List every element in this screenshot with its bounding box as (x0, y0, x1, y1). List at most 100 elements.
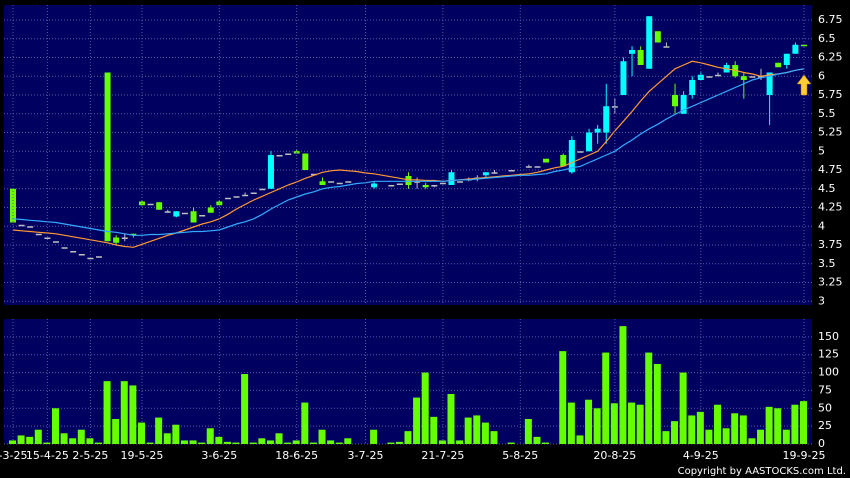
candle-body (646, 16, 653, 69)
candle-body (654, 31, 661, 43)
volume-bar (43, 442, 51, 444)
candle-body (543, 158, 550, 163)
candle-body (113, 237, 120, 243)
candle-body (680, 95, 687, 114)
volume-bar (413, 397, 421, 444)
y-tick-label: 125 (818, 348, 839, 361)
volume-bar (576, 435, 584, 444)
plot-layer: 3 3.25 3.5 3.75 4 4.25 4.5 4.75 5 5.25 5.5 5.75 6 6.2… (0, 5, 843, 462)
volume-bar (438, 440, 446, 444)
volume-bar (671, 421, 679, 444)
volume-bar (387, 442, 395, 444)
candle-body (35, 233, 42, 236)
volume-bar (51, 408, 59, 444)
volume-bar (249, 442, 257, 444)
volume-bar (714, 404, 722, 444)
candle-body (715, 74, 722, 77)
candle-body (689, 80, 696, 95)
volume-bar (421, 372, 429, 444)
volume-bar (653, 364, 661, 444)
volume-bar (318, 429, 326, 444)
y-tick-label: 3.5 (818, 257, 836, 270)
volume-bar (120, 381, 128, 444)
candle-body (18, 224, 25, 227)
candle-body (577, 151, 584, 153)
volume-bar (266, 440, 274, 444)
volume-bar (26, 436, 34, 444)
candle-body (310, 173, 317, 176)
volume-bar (223, 441, 231, 444)
candle-body (181, 212, 188, 215)
candle-body (319, 181, 326, 185)
volume-bar (69, 438, 77, 444)
candle-body (405, 176, 412, 185)
volume-bar (567, 402, 575, 444)
candle-body (285, 153, 292, 155)
volume-bar (189, 440, 197, 444)
volume-bar (662, 431, 670, 444)
y-tick-label: 25 (818, 419, 832, 432)
volume-bar (206, 428, 214, 444)
candle-body (61, 247, 68, 249)
volume-bar (155, 417, 163, 444)
y-tick-label: 4.25 (818, 201, 843, 214)
volume-bar (198, 442, 206, 444)
y-tick-label: 3 (818, 294, 825, 307)
volume-bar (585, 399, 593, 444)
candle-body (766, 72, 773, 95)
y-tick-label: 3.75 (818, 238, 843, 251)
x-tick-label: 18-6-25 (275, 449, 318, 462)
volume-bar (344, 438, 352, 444)
volume-bar (791, 404, 799, 444)
y-tick-label: 5.75 (818, 88, 843, 101)
candle-body (267, 155, 274, 189)
volume-bar (370, 429, 378, 444)
volume-bar (628, 402, 636, 444)
y-tick-label: 75 (818, 383, 832, 396)
volume-bar (9, 440, 16, 444)
volume-bar (103, 381, 111, 444)
volume-bar (619, 326, 627, 444)
volume-bar (112, 419, 120, 444)
candle-body (250, 192, 257, 194)
volume-bar (395, 441, 403, 444)
candle-body (27, 226, 34, 228)
candle-body (371, 183, 378, 188)
candle-body (328, 181, 335, 183)
x-tick-label: 2-5-25 (72, 449, 108, 462)
volume-bar (232, 442, 240, 444)
candle-body (439, 182, 446, 185)
volume-bar (731, 413, 739, 444)
ma-line (12, 68, 805, 236)
volume-bar (533, 436, 541, 444)
volume-bar (404, 431, 412, 444)
volume-bar (129, 385, 137, 444)
y-tick-label: 50 (818, 401, 832, 414)
arrow-icon (796, 74, 812, 96)
candle-body (302, 153, 309, 170)
volume-bar (180, 440, 188, 444)
candle-body (775, 62, 782, 68)
candle-body (749, 76, 756, 78)
candle-body (70, 251, 77, 253)
x-tick-label: -3-25 (0, 449, 27, 462)
volume-bar (86, 438, 94, 444)
candle-body (491, 172, 498, 174)
candle-body (242, 194, 249, 197)
candle-body (431, 185, 438, 187)
candle-body (568, 140, 575, 173)
x-tick-label: 5-8-25 (502, 449, 538, 462)
volume-bar (722, 428, 730, 444)
volume-bar (215, 436, 223, 444)
y-tick-label: 150 (818, 330, 839, 343)
volume-bar (481, 422, 489, 444)
candle-body (173, 211, 180, 217)
candle-body (336, 182, 343, 185)
y-tick-label: 6.25 (818, 51, 843, 64)
candle-body (78, 254, 85, 256)
candle-body (740, 76, 747, 80)
candle-body (130, 233, 137, 236)
candle-body (104, 72, 111, 242)
volume-bar (34, 429, 42, 444)
